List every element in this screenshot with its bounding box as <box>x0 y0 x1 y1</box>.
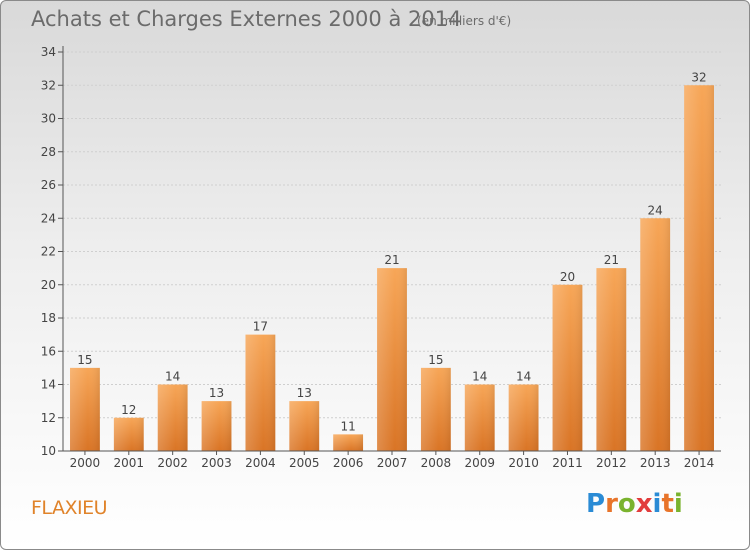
bar-shade <box>333 434 364 451</box>
bar-shade <box>596 268 627 451</box>
bar-value-label: 20 <box>560 270 575 284</box>
bar-shade <box>684 85 714 451</box>
bar-shade <box>289 401 320 451</box>
bar-value-label: 15 <box>428 353 443 367</box>
logo-letter: x <box>635 489 653 519</box>
bar-value-label: 15 <box>77 353 92 367</box>
bar-value-label: 13 <box>209 386 224 400</box>
bar-value-label: 12 <box>121 403 136 417</box>
x-tick-label: 2002 <box>157 456 188 470</box>
x-tick-label: 2001 <box>114 456 145 470</box>
y-tick-label: 14 <box>41 378 56 392</box>
chart-subtitle: (en milliers d'€) <box>417 14 512 28</box>
y-tick-label: 30 <box>41 112 56 126</box>
y-tick-label: 22 <box>41 245 56 259</box>
y-tick-label: 34 <box>41 45 56 59</box>
logo-letter: t <box>661 489 674 519</box>
y-tick-label: 16 <box>41 344 56 358</box>
chart-title: Achats et Charges Externes 2000 à 2014 <box>31 7 462 31</box>
y-tick-label: 28 <box>41 145 56 159</box>
logo-letter: i <box>652 489 662 519</box>
bar-value-label: 24 <box>648 203 663 217</box>
bar-shade <box>113 417 144 451</box>
bar-shade <box>552 284 583 451</box>
x-tick-label: 2004 <box>245 456 276 470</box>
logo-letter: o <box>617 489 636 519</box>
y-tick-label: 10 <box>41 444 56 458</box>
bar-value-label: 32 <box>691 70 706 84</box>
bar-shade <box>377 268 407 451</box>
y-tick-label: 26 <box>41 178 56 192</box>
proxiti-logo[interactable]: Proxiti <box>586 489 683 519</box>
labels: 10 12 14 16 18 20 22 24 26 28 30 32 34 15 2000 12 2001 14… <box>41 45 715 470</box>
bar-shade <box>157 384 188 451</box>
bars <box>70 85 714 451</box>
axes <box>58 46 721 455</box>
x-tick-label: 2008 <box>421 456 452 470</box>
y-tick-label: 20 <box>41 278 56 292</box>
bar-value-label: 14 <box>472 370 487 384</box>
bar-shade <box>201 401 232 451</box>
place-name: FLAXIEU <box>31 497 107 519</box>
bar-value-label: 21 <box>604 253 619 267</box>
x-tick-label: 2011 <box>552 456 583 470</box>
x-tick-label: 2014 <box>684 456 715 470</box>
bar-shade <box>420 367 451 451</box>
bar-shade <box>245 334 276 451</box>
y-tick-label: 12 <box>41 411 56 425</box>
x-tick-label: 2013 <box>640 456 671 470</box>
logo-letter: r <box>605 489 618 519</box>
bar-shade <box>464 384 495 451</box>
x-tick-label: 2012 <box>596 456 627 470</box>
x-tick-label: 2007 <box>377 456 408 470</box>
y-tick-label: 24 <box>41 211 56 225</box>
y-tick-label: 32 <box>41 78 56 92</box>
bar-value-label: 21 <box>384 253 399 267</box>
x-tick-label: 2010 <box>508 456 539 470</box>
bar-value-label: 11 <box>340 419 355 433</box>
x-tick-label: 2009 <box>464 456 495 470</box>
bar-value-label: 14 <box>516 370 531 384</box>
bar-shade <box>508 384 539 451</box>
bar-shade <box>70 367 100 451</box>
bar-value-label: 13 <box>297 386 312 400</box>
x-tick-label: 2006 <box>333 456 364 470</box>
x-tick-label: 2005 <box>289 456 320 470</box>
bar-value-label: 17 <box>253 320 268 334</box>
x-tick-label: 2003 <box>201 456 232 470</box>
y-tick-label: 18 <box>41 311 56 325</box>
bar-value-label: 14 <box>165 370 180 384</box>
x-tick-label: 2000 <box>70 456 101 470</box>
bar-shade <box>640 218 671 451</box>
logo-letter: P <box>586 489 606 519</box>
logo-letter: i <box>673 489 683 519</box>
